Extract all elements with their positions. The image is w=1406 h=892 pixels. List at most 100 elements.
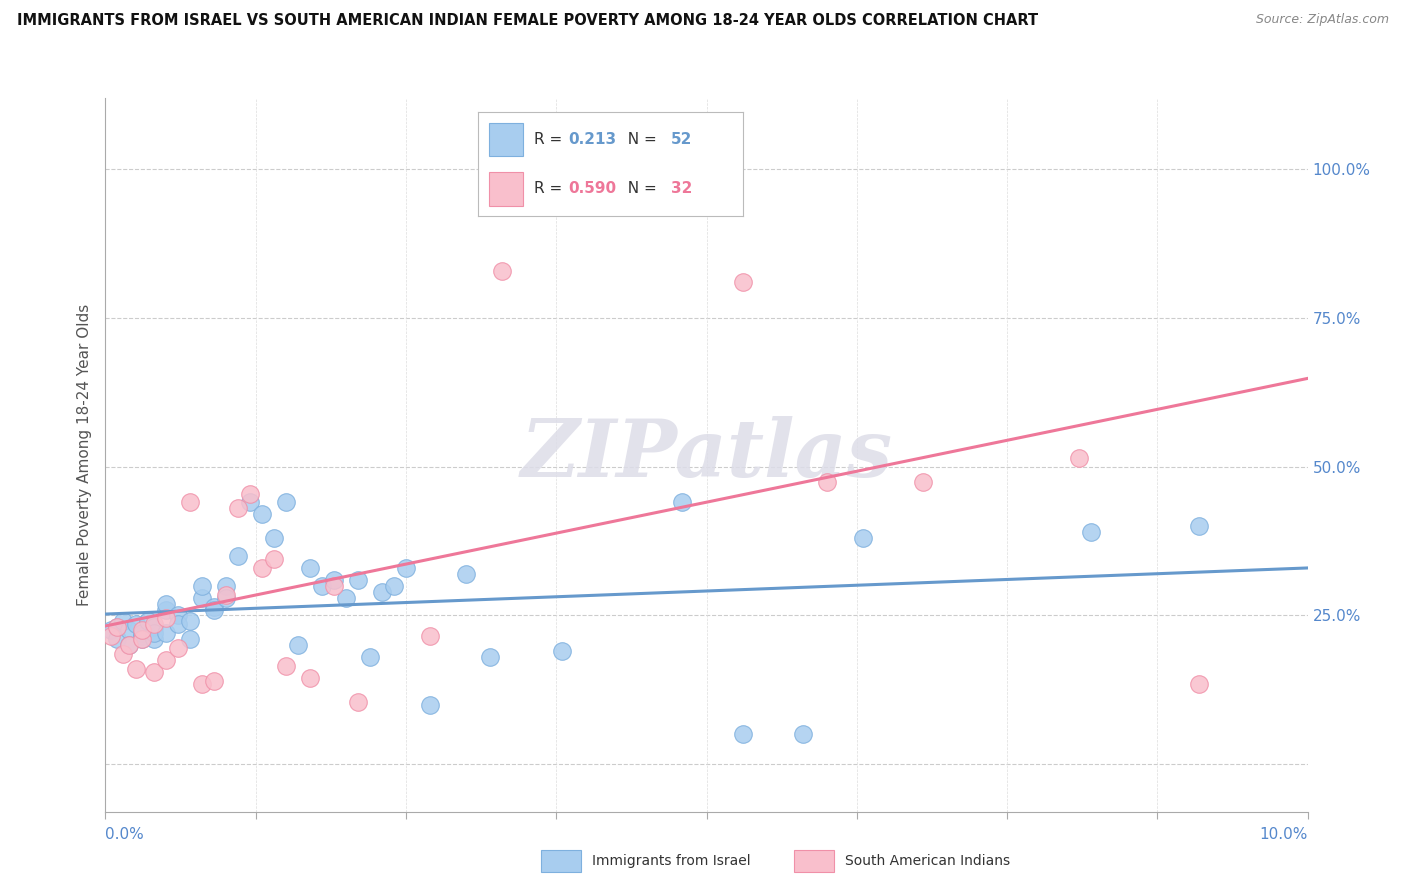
- Point: [142, 665, 165, 679]
- Point: [731, 276, 754, 290]
- Point: [274, 495, 297, 509]
- Point: [166, 617, 188, 632]
- Point: [131, 632, 153, 647]
- Point: [226, 501, 249, 516]
- Point: [112, 615, 135, 629]
- Point: [250, 508, 273, 522]
- Point: [142, 626, 165, 640]
- Point: [298, 561, 321, 575]
- Text: ZIPatlas: ZIPatlas: [520, 417, 893, 493]
- FancyBboxPatch shape: [489, 123, 523, 156]
- Point: [239, 486, 262, 500]
- Point: [142, 620, 165, 634]
- Point: [190, 591, 212, 605]
- Text: N =: N =: [619, 181, 662, 196]
- Text: R =: R =: [534, 181, 567, 196]
- Point: [731, 727, 754, 741]
- Point: [347, 695, 370, 709]
- Point: [124, 617, 146, 632]
- Point: [155, 626, 177, 640]
- Text: 0.0%: 0.0%: [105, 827, 145, 841]
- Text: IMMIGRANTS FROM ISRAEL VS SOUTH AMERICAN INDIAN FEMALE POVERTY AMONG 18-24 YEAR : IMMIGRANTS FROM ISRAEL VS SOUTH AMERICAN…: [17, 13, 1038, 29]
- Point: [131, 624, 153, 638]
- Point: [250, 561, 273, 575]
- Text: South American Indians: South American Indians: [845, 855, 1010, 868]
- Point: [136, 615, 159, 629]
- Text: N =: N =: [619, 132, 662, 147]
- Point: [142, 617, 165, 632]
- FancyBboxPatch shape: [489, 172, 523, 205]
- Point: [287, 638, 309, 652]
- Point: [131, 626, 153, 640]
- Point: [107, 620, 129, 634]
- Point: [454, 566, 477, 581]
- Text: 0.213: 0.213: [568, 132, 616, 147]
- Point: [239, 495, 262, 509]
- Point: [118, 624, 141, 638]
- Point: [190, 677, 212, 691]
- Point: [1069, 450, 1091, 465]
- Point: [263, 552, 285, 566]
- Point: [1080, 525, 1102, 540]
- Point: [551, 644, 574, 658]
- Point: [100, 624, 122, 638]
- Point: [179, 495, 201, 509]
- Point: [112, 647, 135, 661]
- Point: [107, 620, 129, 634]
- Point: [166, 608, 188, 623]
- Point: [792, 727, 814, 741]
- Point: [263, 531, 285, 545]
- Point: [491, 263, 513, 277]
- Point: [214, 588, 236, 602]
- Point: [311, 579, 333, 593]
- Point: [274, 659, 297, 673]
- Point: [1188, 519, 1211, 533]
- Point: [118, 638, 141, 652]
- Point: [419, 698, 441, 712]
- Point: [911, 475, 934, 489]
- Point: [671, 162, 693, 177]
- Point: [202, 673, 225, 688]
- Point: [214, 579, 236, 593]
- Point: [852, 531, 875, 545]
- Text: Source: ZipAtlas.com: Source: ZipAtlas.com: [1256, 13, 1389, 27]
- Point: [166, 641, 188, 656]
- Point: [131, 632, 153, 647]
- Point: [179, 615, 201, 629]
- Point: [202, 602, 225, 616]
- Point: [155, 653, 177, 667]
- Point: [142, 632, 165, 647]
- Point: [1188, 677, 1211, 691]
- Point: [382, 579, 405, 593]
- Point: [214, 591, 236, 605]
- Text: R =: R =: [534, 132, 567, 147]
- Text: 52: 52: [671, 132, 693, 147]
- Point: [107, 632, 129, 647]
- Point: [100, 629, 122, 643]
- Point: [359, 650, 381, 665]
- Point: [671, 495, 693, 509]
- Point: [155, 611, 177, 625]
- Point: [226, 549, 249, 563]
- Point: [190, 579, 212, 593]
- Text: 10.0%: 10.0%: [1260, 827, 1308, 841]
- Point: [155, 597, 177, 611]
- Point: [395, 561, 418, 575]
- Point: [479, 650, 502, 665]
- Point: [322, 579, 344, 593]
- Point: [131, 629, 153, 643]
- Text: 32: 32: [671, 181, 693, 196]
- Point: [371, 584, 394, 599]
- Text: 0.590: 0.590: [568, 181, 616, 196]
- Point: [322, 573, 344, 587]
- Point: [815, 475, 838, 489]
- Point: [124, 662, 146, 676]
- Text: Immigrants from Israel: Immigrants from Israel: [592, 855, 751, 868]
- Point: [419, 629, 441, 643]
- Point: [347, 573, 370, 587]
- Point: [202, 599, 225, 614]
- Point: [179, 632, 201, 647]
- Point: [298, 671, 321, 685]
- Point: [155, 602, 177, 616]
- Point: [118, 638, 141, 652]
